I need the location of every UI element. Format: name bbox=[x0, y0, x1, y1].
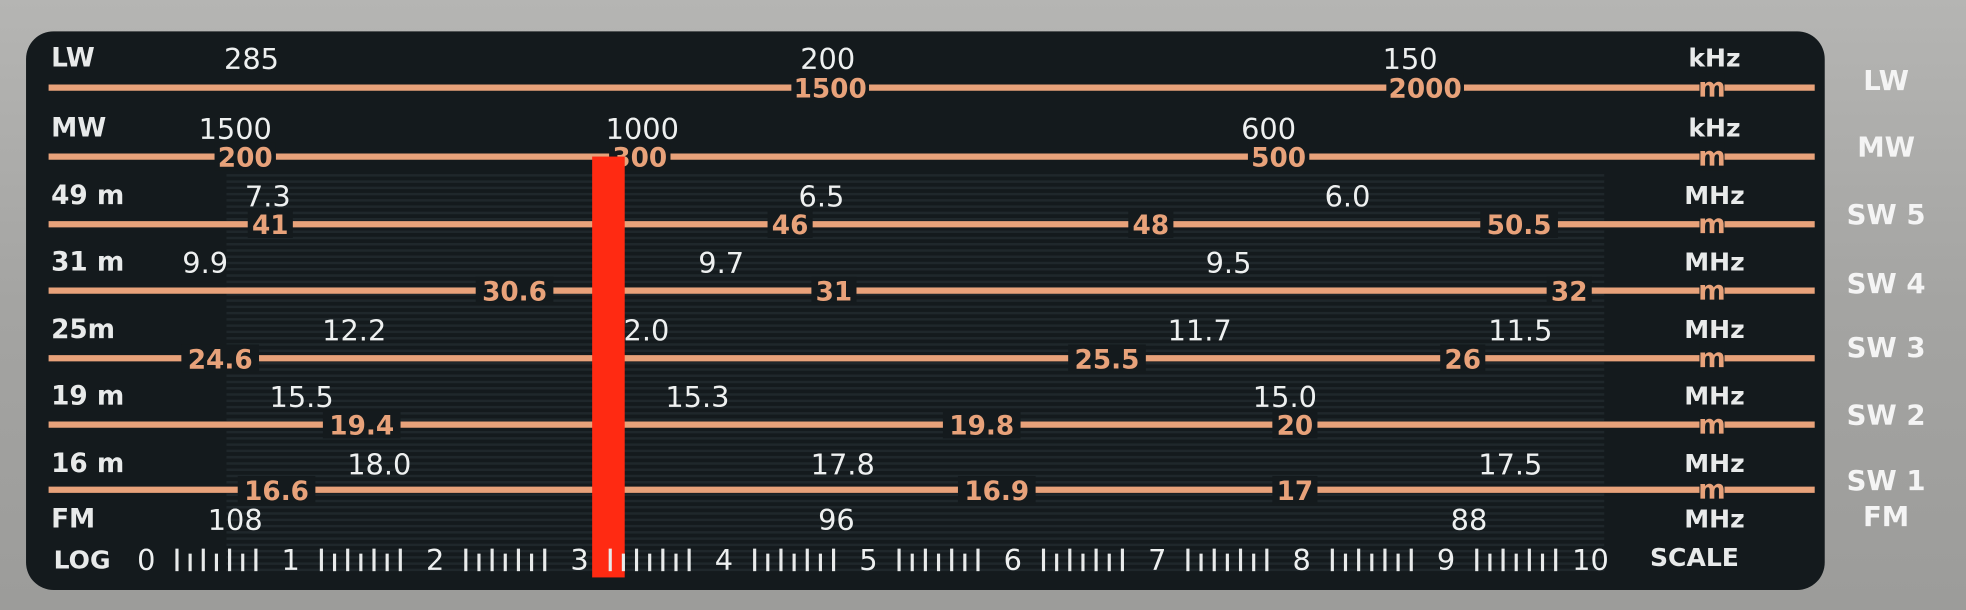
frequency-mark: 108 bbox=[208, 503, 263, 537]
band-selector-label: SW 5 bbox=[1847, 199, 1926, 231]
frequency-mark: 150 bbox=[1383, 42, 1438, 76]
tuning-pointer[interactable] bbox=[592, 156, 625, 578]
scale-label: SCALE bbox=[1650, 543, 1739, 572]
frequency-mark: 1000 bbox=[606, 112, 679, 146]
unit-label: kHz bbox=[1688, 43, 1740, 72]
frequency-mark: 1500 bbox=[199, 112, 272, 146]
band-label: 19 m bbox=[51, 382, 124, 412]
meter-unit: m bbox=[1698, 276, 1725, 306]
frequency-mark: 11.5 bbox=[1488, 314, 1552, 348]
log-tick-label: 2 bbox=[426, 543, 444, 577]
log-tick-label: 4 bbox=[715, 543, 733, 577]
meter-unit: m bbox=[1698, 210, 1725, 240]
log-tick-label: 9 bbox=[1437, 543, 1455, 577]
panel-texture bbox=[226, 174, 1605, 572]
wavelength-mark: 26 bbox=[1444, 345, 1481, 375]
frequency-mark: 11.7 bbox=[1168, 314, 1232, 348]
wavelength-mark: 24.6 bbox=[188, 345, 253, 375]
frequency-mark: 285 bbox=[224, 42, 279, 76]
band-selector-label: SW 2 bbox=[1847, 400, 1926, 432]
frequency-mark: 9.9 bbox=[182, 246, 228, 280]
frequency-mark: 15.5 bbox=[270, 380, 334, 414]
wavelength-mark: 19.4 bbox=[329, 412, 394, 442]
band-selector-label: LW bbox=[1863, 65, 1909, 97]
unit-label: MHz bbox=[1684, 248, 1744, 277]
meter-unit: m bbox=[1698, 142, 1725, 172]
meter-unit: m bbox=[1698, 410, 1725, 440]
wavelength-mark: 50.5 bbox=[1487, 211, 1552, 241]
wavelength-mark: 17 bbox=[1277, 477, 1314, 507]
frequency-mark: 200 bbox=[800, 42, 855, 76]
band-label: LW bbox=[51, 43, 95, 73]
frequency-mark: 88 bbox=[1451, 503, 1488, 537]
band-selector-label: SW 1 bbox=[1847, 465, 1926, 497]
frequency-mark: 6.0 bbox=[1325, 180, 1371, 214]
wavelength-mark: 41 bbox=[252, 211, 289, 241]
wavelength-mark: 1500 bbox=[794, 75, 867, 105]
log-tick-label: 0 bbox=[137, 543, 155, 577]
frequency-mark: 17.8 bbox=[811, 448, 875, 482]
log-tick-label: 5 bbox=[859, 543, 877, 577]
frequency-mark: 15.0 bbox=[1253, 380, 1317, 414]
wavelength-mark: 46 bbox=[772, 211, 809, 241]
wavelength-mark: 200 bbox=[218, 144, 273, 174]
wavelength-mark: 500 bbox=[1251, 144, 1306, 174]
band-selector-label: SW 4 bbox=[1847, 268, 1926, 300]
unit-label: kHz bbox=[1688, 114, 1740, 143]
frequency-mark: 6.5 bbox=[799, 180, 845, 214]
wavelength-mark: 2000 bbox=[1389, 75, 1462, 105]
frequency-mark: 18.0 bbox=[347, 448, 411, 482]
frequency-mark: 600 bbox=[1241, 112, 1296, 146]
log-tick-label: 6 bbox=[1004, 543, 1022, 577]
wavelength-mark: 31 bbox=[816, 278, 853, 308]
meter-unit: m bbox=[1698, 344, 1725, 374]
wavelength-mark: 20 bbox=[1277, 412, 1314, 442]
unit-label: MHz bbox=[1684, 382, 1744, 411]
wavelength-mark: 16.9 bbox=[964, 477, 1029, 507]
band-label: 25m bbox=[51, 315, 115, 345]
band-label: 31 m bbox=[51, 248, 124, 278]
band-selector-label: FM bbox=[1863, 501, 1909, 533]
wavelength-mark: 16.6 bbox=[244, 477, 309, 507]
unit-label: MHz bbox=[1684, 449, 1744, 478]
frequency-mark: 15.3 bbox=[665, 380, 729, 414]
wavelength-mark: 48 bbox=[1133, 211, 1170, 241]
log-tick-label: 3 bbox=[570, 543, 588, 577]
unit-label: MHz bbox=[1684, 181, 1744, 210]
frequency-mark: 9.5 bbox=[1206, 246, 1252, 280]
wavelength-mark: 32 bbox=[1551, 278, 1588, 308]
wavelength-mark: 30.6 bbox=[482, 278, 547, 308]
unit-label: MHz bbox=[1684, 315, 1744, 344]
log-tick-label: 8 bbox=[1292, 543, 1310, 577]
frequency-mark: 17.5 bbox=[1478, 448, 1542, 482]
band-selector-label: SW 3 bbox=[1847, 332, 1926, 364]
wavelength-mark: 25.5 bbox=[1075, 345, 1140, 375]
band-label: MW bbox=[51, 114, 106, 144]
band-label: 49 m bbox=[51, 181, 124, 211]
band-label: FM bbox=[51, 504, 95, 534]
log-tick-label: 1 bbox=[282, 543, 300, 577]
meter-unit: m bbox=[1698, 73, 1725, 103]
log-label: LOG bbox=[54, 546, 111, 575]
unit-label: MHz bbox=[1684, 504, 1744, 533]
frequency-mark: 12.2 bbox=[322, 314, 386, 348]
band-selector-label: MW bbox=[1857, 132, 1915, 164]
frequency-mark: 96 bbox=[818, 503, 855, 537]
log-tick-label: 10 bbox=[1572, 543, 1609, 577]
log-tick-label: 7 bbox=[1148, 543, 1166, 577]
meter-unit: m bbox=[1698, 476, 1725, 506]
frequency-mark: 7.3 bbox=[245, 180, 291, 214]
band-label: 16 m bbox=[51, 449, 124, 479]
frequency-mark: 9.7 bbox=[698, 246, 744, 280]
wavelength-mark: 19.8 bbox=[949, 412, 1014, 442]
